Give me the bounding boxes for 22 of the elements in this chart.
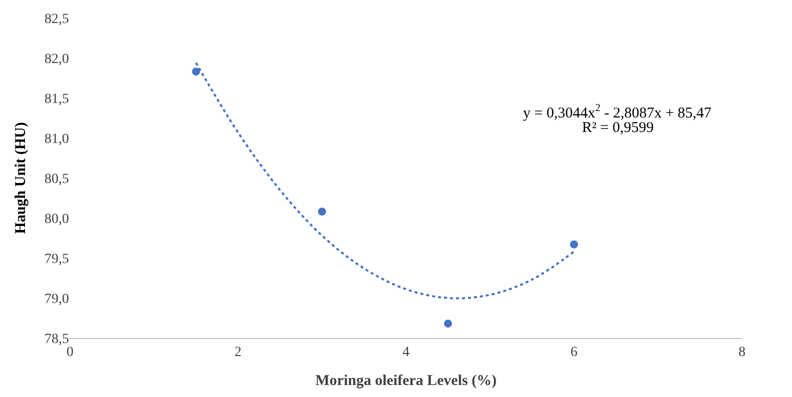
y-axis-title: Haugh Unit (HU) <box>12 122 29 234</box>
x-tick-label: 4 <box>402 344 410 360</box>
x-tick-label: 6 <box>570 344 578 360</box>
y-tick-label: 81,5 <box>44 92 69 107</box>
y-tick-label: 79,5 <box>44 252 69 267</box>
y-tick-label: 78,5 <box>44 332 69 347</box>
y-tick-label: 80,5 <box>44 172 69 187</box>
y-tick-label: 80,0 <box>44 212 69 227</box>
point <box>192 68 200 76</box>
y-tick-label: 79,0 <box>44 292 69 307</box>
annotation: y = 0,3044x$^{2}$ - 2,8087x + 85,47 <box>523 103 712 122</box>
x-tick-label: 0 <box>66 344 74 360</box>
x-tick-label: 2 <box>234 344 242 360</box>
x-tick-label: 8 <box>738 344 746 360</box>
y-tick-label: 81,0 <box>44 132 69 147</box>
y-tick-label: 82,5 <box>44 12 69 27</box>
point <box>570 240 578 248</box>
point <box>444 320 452 328</box>
y-tick-label: 82,0 <box>44 52 69 67</box>
x-axis-title: Moringa oleifera Levels (%) <box>315 372 497 389</box>
point <box>318 208 326 216</box>
annotation: R² = 0,9599 <box>582 120 654 136</box>
